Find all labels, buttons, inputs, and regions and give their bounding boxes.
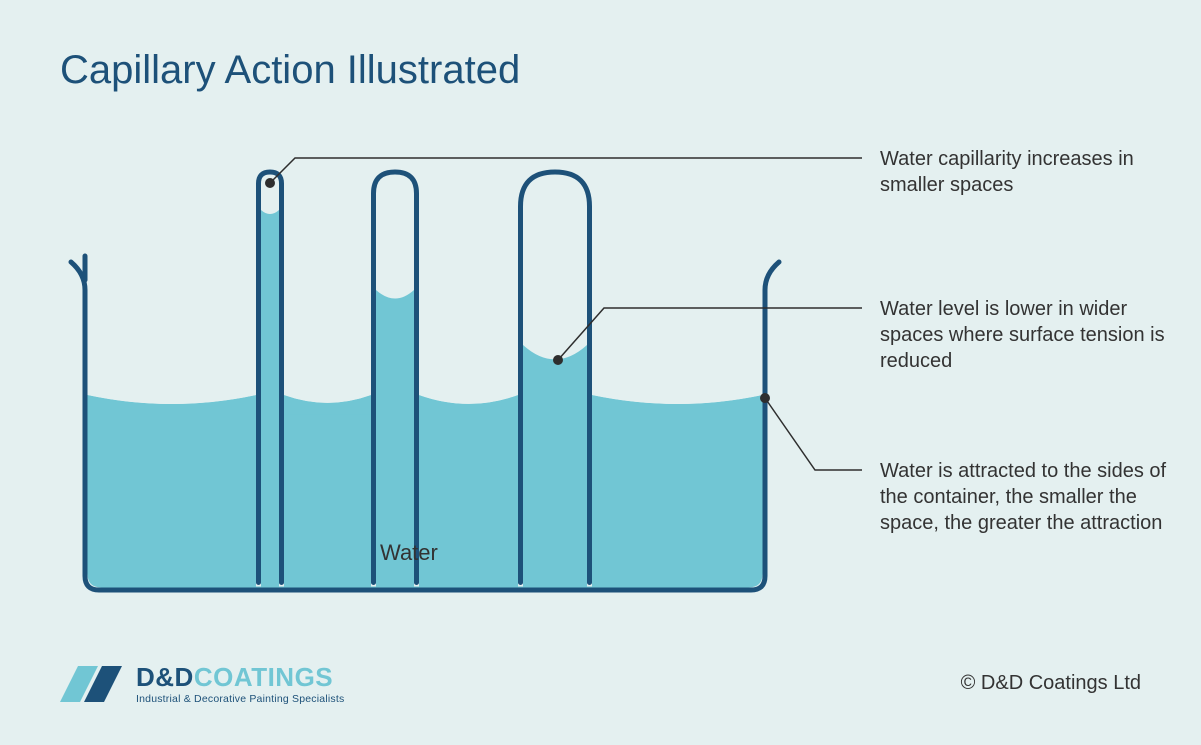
logo-brand-rest: COATINGS <box>194 662 333 692</box>
annotation-attraction: Water is attracted to the sides of the c… <box>880 458 1180 536</box>
brand-logo: D&DCOATINGS Industrial & Decorative Pain… <box>60 662 344 705</box>
logo-tagline: Industrial & Decorative Painting Special… <box>136 693 344 705</box>
page-title: Capillary Action Illustrated <box>60 48 520 93</box>
copyright-text: © D&D Coatings Ltd <box>961 672 1141 695</box>
annotation-capillarity: Water capillarity increases in smaller s… <box>880 146 1180 198</box>
annotation-lower-level: Water level is lower in wider spaces whe… <box>880 296 1180 374</box>
water-label: Water <box>380 540 438 566</box>
logo-brand-bold: D&D <box>136 662 194 692</box>
logo-mark-icon <box>60 664 126 704</box>
